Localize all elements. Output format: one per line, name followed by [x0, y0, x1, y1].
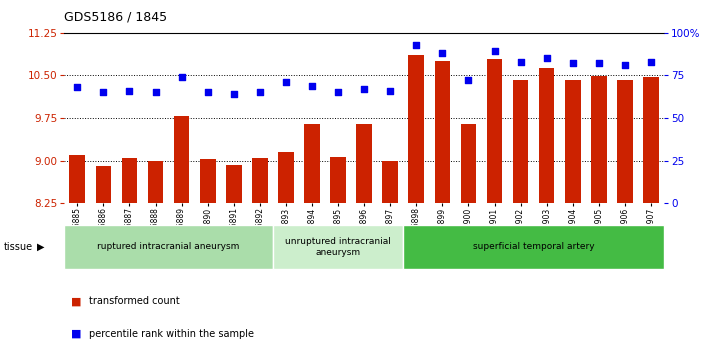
Bar: [539, 69, 555, 203]
Point: [541, 55, 553, 61]
Point: [437, 50, 448, 56]
Text: ■: ■: [71, 329, 82, 339]
Bar: [408, 56, 424, 203]
Bar: [148, 161, 164, 203]
Point: [619, 62, 630, 68]
Bar: [435, 61, 451, 203]
Bar: [565, 80, 580, 203]
Point: [202, 90, 213, 95]
Point: [463, 78, 474, 83]
Bar: [331, 157, 346, 203]
Bar: [461, 124, 476, 203]
Bar: [96, 166, 111, 203]
Text: ▶: ▶: [37, 242, 45, 252]
Bar: [200, 159, 216, 203]
Bar: [304, 124, 320, 203]
Point: [385, 88, 396, 94]
Bar: [513, 80, 528, 203]
Point: [567, 61, 578, 66]
Point: [489, 49, 501, 54]
Text: tissue: tissue: [4, 242, 33, 252]
Point: [150, 90, 161, 95]
Text: percentile rank within the sample: percentile rank within the sample: [89, 329, 254, 339]
Bar: [643, 77, 659, 203]
Text: GDS5186 / 1845: GDS5186 / 1845: [64, 11, 167, 24]
Point: [593, 61, 605, 66]
Text: superficial temporal artery: superficial temporal artery: [473, 242, 595, 251]
Bar: [121, 158, 137, 203]
Point: [176, 74, 187, 80]
Bar: [356, 124, 372, 203]
Text: ruptured intracranial aneurysm: ruptured intracranial aneurysm: [97, 242, 240, 251]
Point: [280, 79, 291, 85]
Text: unruptured intracranial
aneurysm: unruptured intracranial aneurysm: [285, 237, 391, 257]
Bar: [174, 116, 189, 203]
Point: [254, 90, 266, 95]
Bar: [383, 161, 398, 203]
Point: [645, 59, 657, 65]
Text: ■: ■: [71, 296, 82, 306]
Point: [124, 88, 135, 94]
Point: [515, 59, 526, 65]
Point: [71, 84, 83, 90]
Bar: [487, 60, 503, 203]
Bar: [226, 165, 241, 203]
Bar: [69, 155, 85, 203]
Bar: [252, 158, 268, 203]
Point: [358, 86, 370, 92]
Point: [228, 91, 239, 97]
Text: transformed count: transformed count: [89, 296, 180, 306]
Point: [332, 90, 343, 95]
Point: [98, 90, 109, 95]
Point: [411, 42, 422, 48]
Bar: [591, 77, 607, 203]
Point: [306, 83, 318, 89]
Bar: [278, 152, 293, 203]
Bar: [617, 80, 633, 203]
